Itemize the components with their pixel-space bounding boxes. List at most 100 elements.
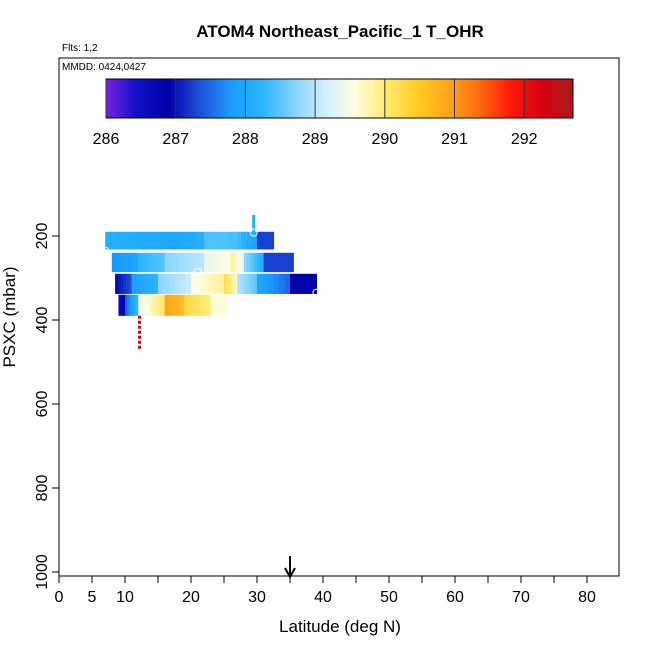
x-tick-label: 70 xyxy=(512,589,530,606)
x-tick-label: 30 xyxy=(248,589,266,606)
x-tick-label: 10 xyxy=(116,589,134,606)
temperature-cell xyxy=(169,273,176,294)
temperature-cell xyxy=(226,273,229,294)
colorbar-tick-label: 288 xyxy=(232,131,259,148)
temperature-cell xyxy=(219,294,223,316)
temperature-cell xyxy=(128,273,133,294)
temperature-cell xyxy=(126,273,130,294)
temperature-cell xyxy=(125,294,128,316)
temperature-cell xyxy=(131,294,135,316)
chart-title: ATOM4 Northeast_Pacific_1 T_OHR xyxy=(196,22,484,41)
y-tick-label: 200 xyxy=(34,223,51,250)
temperature-cell xyxy=(262,273,269,294)
temperature-bands xyxy=(105,215,317,350)
temperature-cell xyxy=(237,273,242,294)
temperature-cell xyxy=(208,252,214,273)
temperature-cell xyxy=(184,252,192,273)
temperature-cell xyxy=(250,252,255,273)
temperature-cell xyxy=(259,231,264,250)
temperature-cell xyxy=(197,252,205,273)
temperature-cell xyxy=(196,273,203,294)
temperature-cell xyxy=(243,273,248,294)
temperature-cell xyxy=(136,294,139,316)
temperature-cell xyxy=(221,294,226,316)
temperature-cell xyxy=(283,252,289,273)
temperature-cell xyxy=(116,252,122,273)
temperature-cell xyxy=(154,231,161,250)
temperature-cell xyxy=(237,231,242,250)
colorbar-tick-label: 286 xyxy=(93,131,120,148)
temperature-cell xyxy=(213,294,217,316)
x-axis-label: Latitude (deg N) xyxy=(279,617,401,636)
temperature-cell xyxy=(279,273,286,294)
temperature-cell xyxy=(136,273,141,294)
temperature-cell xyxy=(144,273,150,294)
temperature-cell xyxy=(243,231,248,250)
temperature-cell xyxy=(182,231,189,250)
temperature-cell xyxy=(204,231,211,250)
temperature-cell xyxy=(191,273,198,294)
temperature-cell xyxy=(165,231,172,250)
temperature-cell xyxy=(240,273,245,294)
temperature-cell xyxy=(129,294,133,316)
temperature-cell xyxy=(273,273,280,294)
temperature-cell xyxy=(247,231,251,250)
temperature-cell xyxy=(197,294,203,316)
y-tick-label: 600 xyxy=(34,391,51,418)
temperature-cell xyxy=(177,252,185,273)
temperature-cell xyxy=(149,273,155,294)
flight-marker xyxy=(193,267,202,276)
temperature-cell xyxy=(307,273,313,294)
temperature-cell xyxy=(239,252,243,273)
temperature-cell xyxy=(121,294,124,316)
temperature-cell xyxy=(215,231,222,250)
temperature-cell xyxy=(235,273,238,294)
temperature-cell xyxy=(260,252,265,273)
temperature-cell xyxy=(268,273,275,294)
temperature-cell xyxy=(232,252,236,273)
temperature-cell xyxy=(298,273,304,294)
temperature-cell xyxy=(164,294,169,316)
temperature-cell xyxy=(253,273,258,294)
temperature-cell xyxy=(180,273,187,294)
temperature-cell xyxy=(155,294,161,316)
temperature-cell xyxy=(120,294,123,316)
x-tick-label: 60 xyxy=(446,589,464,606)
temperature-cell xyxy=(181,294,185,316)
temperature-cell xyxy=(160,252,166,273)
x-tick-label: 80 xyxy=(578,589,596,606)
temperature-cell xyxy=(230,273,234,294)
colorbar-tick-label: 289 xyxy=(302,131,329,148)
temperature-cell xyxy=(138,252,144,273)
temperature-cell xyxy=(217,252,223,273)
temperature-cell xyxy=(216,294,220,316)
temperature-cell xyxy=(174,273,181,294)
flight-marker xyxy=(312,288,321,297)
temperature-cell xyxy=(247,252,251,273)
temperature-cell xyxy=(118,294,121,316)
latitude-arrow xyxy=(284,556,296,580)
temperature-cell xyxy=(151,294,157,316)
colorbar-tick-label: 287 xyxy=(162,131,189,148)
temperature-cell xyxy=(142,252,148,273)
temperature-cell xyxy=(312,273,317,294)
temperature-cell xyxy=(232,273,236,294)
flight-marker xyxy=(114,316,123,324)
temperature-cell xyxy=(110,231,117,250)
temperature-cell xyxy=(120,252,126,273)
temperature-cell xyxy=(226,231,233,250)
temperature-cell xyxy=(151,252,157,273)
flight-markers xyxy=(101,228,321,324)
temperature-cell xyxy=(273,252,280,273)
temperature-cell xyxy=(171,252,179,273)
temperature-cell xyxy=(122,294,125,316)
temperature-cell xyxy=(138,231,145,250)
colorbar-gradient xyxy=(105,78,574,119)
temperature-cell xyxy=(253,252,258,273)
plot-area xyxy=(58,57,620,577)
temperature-cell xyxy=(171,231,178,250)
temperature-cell xyxy=(240,231,245,250)
temperature-cell xyxy=(224,273,227,294)
temperature-cell xyxy=(138,294,144,316)
